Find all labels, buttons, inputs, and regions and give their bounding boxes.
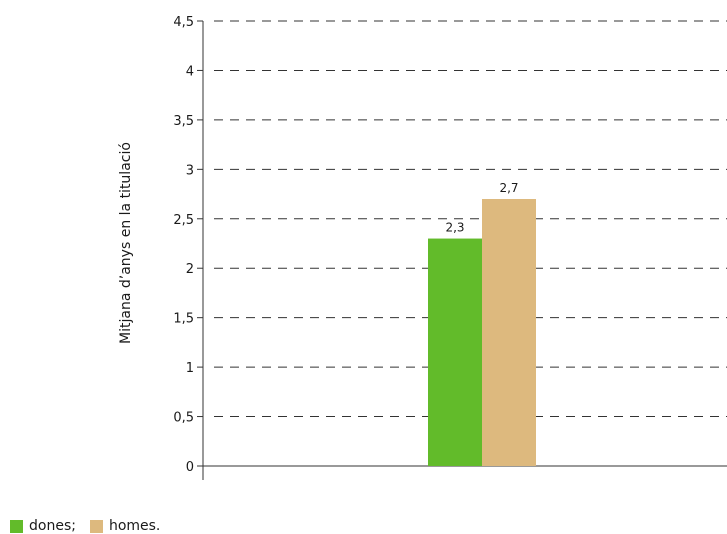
legend-swatch-homes (89, 519, 103, 533)
y-tick-label: 1,5 (173, 312, 194, 327)
y-tick-label: 2 (186, 262, 194, 277)
legend: dones; homes. (10, 518, 174, 534)
y-tick-label: 3,5 (173, 114, 194, 129)
y-tick-label: 0 (186, 460, 194, 475)
bars (428, 199, 536, 466)
legend-item-homes: homes. (89, 518, 161, 534)
y-tick-label: 3 (186, 163, 194, 178)
y-tick-label: 4,5 (173, 15, 194, 30)
legend-label-dones: dones; (29, 518, 76, 534)
bar-homes (482, 199, 536, 466)
y-tick-label: 0,5 (173, 411, 194, 426)
y-tick-label: 1 (186, 361, 194, 376)
y-tick-label: 4 (186, 64, 194, 79)
legend-label-homes: homes. (108, 518, 161, 534)
data-label: 2,3 (445, 221, 464, 235)
labels: 0 0,5 1 1,5 2 2,5 3 3,5 4 4,5 2,3 2,7 (173, 15, 518, 475)
bar-dones (428, 238, 482, 466)
y-axis-title: Mitjana d’anys en la titulació (118, 142, 134, 344)
y-tick-label: 2,5 (173, 213, 194, 228)
legend-item-dones: dones; (10, 518, 76, 534)
data-label: 2,7 (499, 181, 518, 195)
legend-swatch-dones (10, 519, 23, 533)
